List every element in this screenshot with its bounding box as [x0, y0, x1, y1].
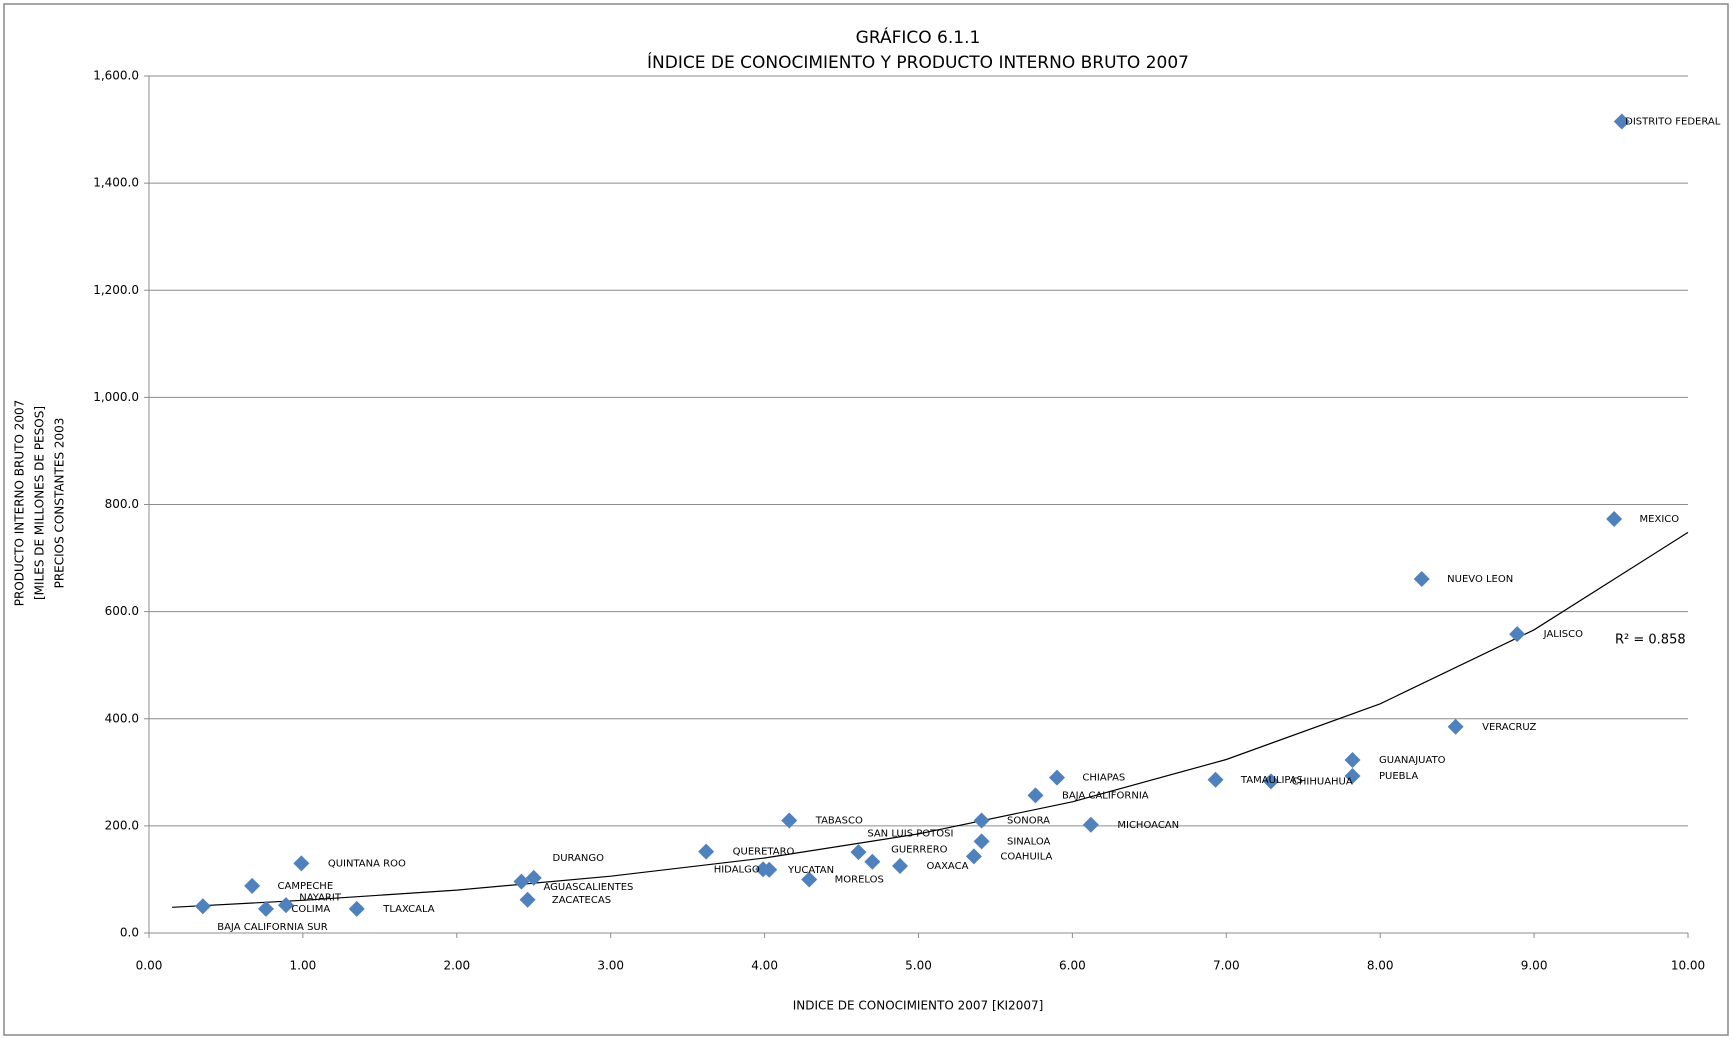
- point-label: MEXICO: [1640, 514, 1680, 525]
- data-point: [892, 858, 909, 875]
- data-point: [1413, 570, 1430, 587]
- x-tick-label: 9.00: [1521, 959, 1548, 973]
- point-label: COAHUILA: [1000, 851, 1052, 862]
- data-point: [1509, 626, 1526, 643]
- data-point: [973, 833, 990, 850]
- point-label: DURANGO: [553, 853, 605, 864]
- y-tick-label: 1,200.0: [93, 283, 139, 297]
- data-point: [973, 812, 990, 829]
- y-axis-label-line: [MILES DE MILLONES DE PESOS]: [33, 406, 47, 600]
- point-label: ZACATECAS: [552, 895, 611, 906]
- point-label: YUCATAN: [787, 865, 834, 876]
- data-point: [1344, 768, 1361, 785]
- x-axis-label: INDICE DE CONOCIMIENTO 2007 [KI2007]: [793, 999, 1044, 1013]
- trendline: [172, 531, 1689, 908]
- y-tick-label: 800.0: [105, 497, 139, 511]
- data-point: [257, 900, 274, 917]
- point-label: BAJA CALIFORNIA SUR: [217, 922, 328, 933]
- data-point: [801, 871, 818, 888]
- data-point: [755, 861, 772, 878]
- point-label: VERACRUZ: [1482, 722, 1536, 733]
- data-point: [1344, 751, 1361, 768]
- data-point: [1027, 787, 1044, 804]
- y-tick-label: 1,400.0: [93, 176, 139, 190]
- trendline-annotation: R² = 0.858: [1615, 633, 1686, 648]
- data-point: [194, 898, 211, 915]
- data-point: [850, 844, 867, 861]
- data-point: [698, 843, 715, 860]
- point-label: GUANAJUATO: [1379, 755, 1446, 766]
- y-tick-label: 200.0: [105, 818, 139, 832]
- point-label: PUEBLA: [1379, 771, 1418, 782]
- point-label: JALISCO: [1543, 629, 1583, 640]
- point-label: QUINTANA ROO: [328, 858, 406, 869]
- x-tick-label: 10.00: [1671, 959, 1705, 973]
- x-tick-label: 5.00: [905, 959, 932, 973]
- x-tick-label: 3.00: [597, 959, 624, 973]
- data-point: [277, 897, 294, 914]
- point-label: SAN LUIS POTOSI: [867, 828, 953, 839]
- x-tick-label: 0.00: [136, 959, 163, 973]
- y-tick-label: 1,600.0: [93, 69, 139, 83]
- chart-title: GRÁFICO 6.1.1: [856, 26, 981, 48]
- point-label: TABASCO: [815, 816, 863, 827]
- x-tick-label: 6.00: [1059, 959, 1086, 973]
- point-label: MICHOACAN: [1117, 820, 1179, 831]
- x-tick-label: 4.00: [751, 959, 778, 973]
- data-point: [1207, 771, 1224, 788]
- data-point: [1447, 718, 1464, 735]
- y-axis-label: PRODUCTO INTERNO BRUTO 2007 [MILES DE MI…: [13, 400, 67, 607]
- point-label: NAYARIT: [299, 892, 342, 903]
- point-label: BAJA CALIFORNIA: [1062, 790, 1149, 801]
- data-point: [348, 900, 365, 917]
- y-tick-label: 1,000.0: [93, 390, 139, 404]
- y-tick-label: 400.0: [105, 711, 139, 725]
- point-label: TLAXCALA: [382, 904, 434, 915]
- x-tick-label: 8.00: [1367, 959, 1394, 973]
- data-point: [513, 873, 530, 890]
- y-tick-label: 600.0: [105, 604, 139, 618]
- point-label: AGUASCALIENTES: [544, 882, 634, 893]
- point-label: GUERRERO: [891, 845, 948, 856]
- data-point: [519, 891, 536, 908]
- x-tick-label: 2.00: [443, 959, 470, 973]
- point-label: NUEVO LEON: [1447, 574, 1513, 585]
- x-tick-label: 1.00: [290, 959, 317, 973]
- y-axis-label-line: PRECIOS CONSTANTES 2003: [53, 418, 67, 589]
- data-point: [1049, 769, 1066, 786]
- data-point: [1262, 773, 1279, 790]
- point-label: COLIMA: [291, 904, 330, 915]
- point-label: CHIHUAHUA: [1292, 776, 1353, 787]
- data-point: [244, 877, 261, 894]
- point-label: MORELOS: [835, 874, 884, 885]
- data-point: [525, 869, 542, 886]
- data-point: [864, 853, 881, 870]
- x-tick-label: 7.00: [1213, 959, 1240, 973]
- data-point: [781, 812, 798, 829]
- point-label: CHIAPAS: [1082, 773, 1125, 784]
- data-point: [1606, 510, 1623, 527]
- point-label: QUERETARO: [733, 847, 795, 858]
- point-label: SINALOA: [1007, 836, 1051, 847]
- y-axis-label-line: PRODUCTO INTERNO BRUTO 2007: [13, 400, 27, 607]
- data-point: [965, 848, 982, 865]
- point-label: SONORA: [1007, 816, 1050, 827]
- point-label: OAXACA: [927, 861, 969, 872]
- y-tick-label: 0.0: [120, 926, 139, 940]
- point-label: HIDALGO: [714, 864, 760, 875]
- data-point: [293, 855, 310, 872]
- data-point: [1082, 816, 1099, 833]
- point-label: TAMAULIPAS: [1240, 775, 1303, 786]
- point-label: CAMPECHE: [278, 881, 334, 892]
- point-label: DISTRITO FEDERAL: [1625, 117, 1721, 128]
- chart-subtitle: ÍNDICE DE CONOCIMIENTO Y PRODUCTO INTERN…: [647, 51, 1189, 73]
- data-point: [1613, 113, 1630, 130]
